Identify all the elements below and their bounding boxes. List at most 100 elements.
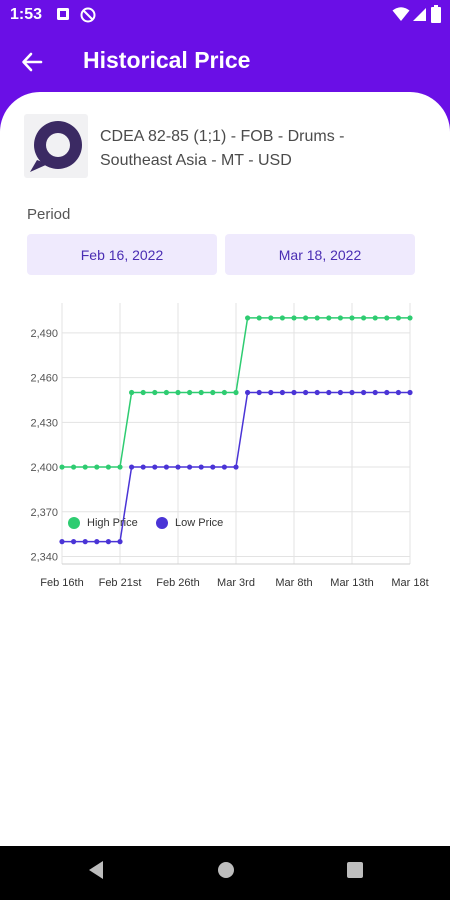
high-price-point [129, 389, 135, 396]
low-price-point [245, 389, 251, 396]
legend-item-low-price[interactable]: Low Price [156, 517, 223, 529]
low-price-point [337, 389, 343, 396]
status-bar: 1:53 [0, 0, 450, 30]
back-triangle-icon[interactable] [86, 859, 106, 886]
y-tick-label: 2,340 [30, 552, 58, 564]
high-price-point [221, 389, 227, 396]
x-tick-label: Mar 13th [330, 577, 373, 589]
low-price-point [129, 464, 135, 470]
notification-icon [56, 7, 70, 26]
high-price-point [245, 315, 251, 321]
low-price-point [349, 389, 355, 396]
y-tick-label: 2,430 [30, 417, 58, 429]
system-nav-bar [0, 846, 450, 900]
low-price-point [221, 464, 227, 470]
recents-square-icon[interactable] [345, 859, 365, 886]
high-price-legend-dot [68, 517, 80, 529]
chat-bubble-logo-icon [30, 121, 82, 172]
end-date-button[interactable]: Mar 18, 2022 [225, 234, 415, 275]
low-price-point [187, 464, 193, 470]
high-price-point [361, 315, 367, 321]
page-title: Historical Price [83, 47, 251, 73]
low-price-point [372, 389, 378, 396]
high-price-point [314, 315, 320, 321]
low-price-point [163, 464, 169, 470]
high-price-point [395, 315, 401, 321]
signal-icon [412, 6, 427, 27]
high-price-point [59, 464, 65, 470]
high-price-point [71, 464, 77, 470]
arrow-left-icon [22, 52, 43, 72]
wifi-icon [392, 6, 410, 27]
low-price-point [140, 464, 146, 470]
low-price-point [82, 539, 88, 545]
y-tick-label: 2,370 [30, 507, 58, 519]
x-tick-label: Feb 16th [40, 577, 83, 589]
high-price-point [268, 315, 274, 321]
high-price-point [349, 315, 355, 321]
low-price-legend-label: Low Price [175, 517, 224, 529]
legend-item-high-price[interactable]: High Price [68, 517, 138, 529]
high-price-point [407, 315, 413, 321]
high-price-point [210, 389, 216, 396]
period-label: Period [27, 206, 71, 223]
high-price-point [291, 315, 297, 321]
high-price-point [384, 315, 390, 321]
high-price-point [163, 389, 169, 396]
y-tick-label: 2,490 [30, 328, 58, 340]
low-price-point [314, 389, 320, 396]
high-price-point [82, 464, 88, 470]
high-price-point [372, 315, 378, 321]
x-tick-label: Mar 3rd [217, 577, 255, 589]
low-price-point [291, 389, 297, 396]
high-price-point [105, 464, 111, 470]
high-price-point [175, 389, 181, 396]
low-price-point [175, 464, 181, 470]
low-price-point [407, 389, 413, 396]
high-price-legend-label: High Price [87, 517, 138, 529]
low-price-point [326, 389, 332, 396]
low-price-point [233, 464, 239, 470]
product-name: CDEA 82-85 (1;1) - FOB - Drums - Southea… [100, 128, 345, 169]
low-price-point [268, 389, 274, 396]
status-time: 1:53 [10, 6, 43, 23]
low-price-point [198, 464, 204, 470]
x-tick-label: Feb 21st [99, 577, 142, 589]
product-logo [24, 114, 88, 178]
low-price-point [395, 389, 401, 396]
high-price-point [140, 389, 146, 396]
high-price-point [256, 315, 262, 321]
y-tick-label: 2,400 [30, 462, 58, 474]
low-price-point [152, 464, 158, 470]
low-price-point [384, 389, 390, 396]
high-price-point [94, 464, 100, 470]
low-price-legend-dot [156, 517, 168, 529]
low-price-point [361, 389, 367, 396]
low-price-point [256, 389, 262, 396]
back-button[interactable] [14, 44, 50, 80]
low-price-point [59, 539, 65, 545]
home-circle-icon[interactable] [216, 859, 236, 886]
low-price-point [303, 389, 309, 396]
start-date-button[interactable]: Feb 16, 2022 [27, 234, 217, 275]
high-price-point [303, 315, 309, 321]
low-price-point [210, 464, 216, 470]
battery-icon [431, 5, 441, 28]
low-price-point [94, 539, 100, 545]
low-price-point [117, 539, 123, 545]
high-price-point [187, 389, 193, 396]
high-price-point [233, 389, 239, 396]
low-price-point [71, 539, 77, 545]
low-price-point [279, 389, 285, 396]
app-bar: Historical Price [0, 30, 450, 92]
dnd-icon [80, 7, 96, 28]
high-price-point [337, 315, 343, 321]
high-price-point [152, 389, 158, 396]
y-tick-label: 2,460 [30, 373, 58, 385]
low-price-point [105, 539, 111, 545]
high-price-point [326, 315, 332, 321]
x-tick-label: Mar 18t [391, 577, 428, 589]
high-price-point [198, 389, 204, 396]
high-price-point [279, 315, 285, 321]
